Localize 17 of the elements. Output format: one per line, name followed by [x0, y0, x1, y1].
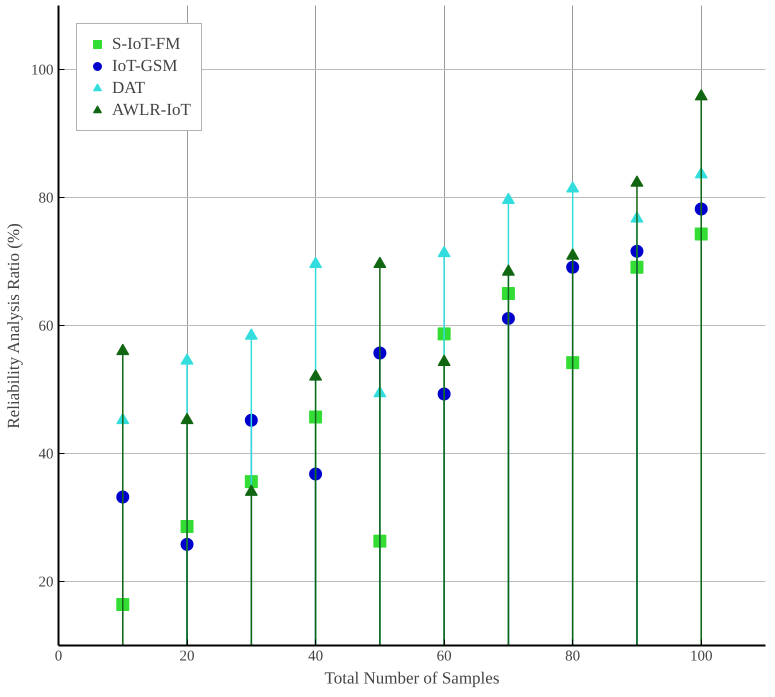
y-tick-label: 40: [38, 446, 54, 462]
legend-label: DAT: [112, 78, 146, 98]
x-tick-label: 80: [565, 648, 580, 664]
x-tick-label: 40: [308, 648, 324, 664]
x-tick-label: 0: [54, 648, 62, 664]
y-tick-label: 20: [38, 574, 54, 590]
y-tick-label: 100: [31, 62, 54, 78]
y-axis-title: Reliability Analysis Ratio (%): [4, 223, 23, 429]
legend-label: AWLR-IoT: [112, 100, 191, 120]
x-tick-label: 100: [690, 648, 712, 664]
y-tick-label: 60: [38, 318, 54, 334]
y-tick-label: 80: [38, 190, 54, 206]
legend-label: IoT-GSM: [112, 56, 178, 76]
x-axis-title: Total Number of Samples: [324, 668, 500, 688]
x-tick-label: 60: [436, 648, 452, 664]
x-tick-label: 20: [180, 648, 195, 664]
legend-label: S-IoT-FM: [112, 34, 180, 54]
